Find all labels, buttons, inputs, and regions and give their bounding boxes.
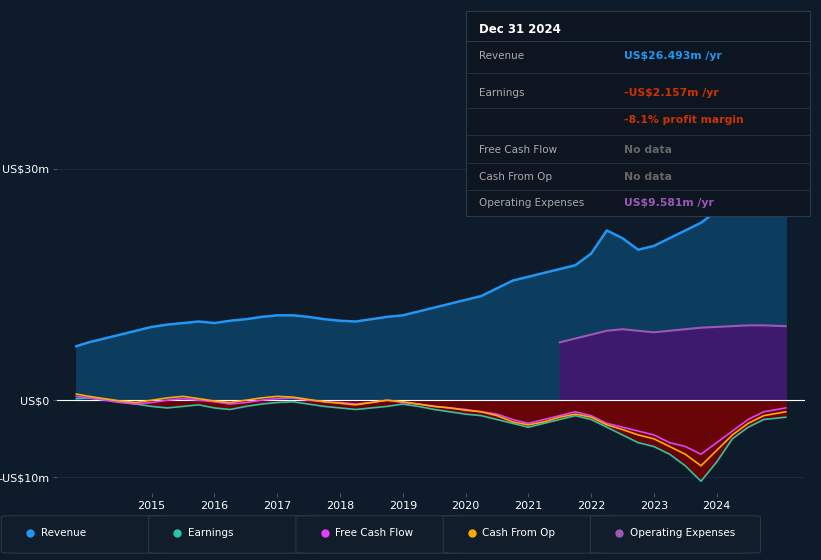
Text: No data: No data <box>624 145 672 155</box>
Text: US$26.493m /yr: US$26.493m /yr <box>624 51 722 61</box>
Text: Operating Expenses: Operating Expenses <box>479 198 585 208</box>
FancyBboxPatch shape <box>2 516 172 553</box>
Text: Earnings: Earnings <box>188 529 233 538</box>
Text: -8.1% profit margin: -8.1% profit margin <box>624 115 744 124</box>
Text: No data: No data <box>624 172 672 182</box>
Text: -US$2.157m /yr: -US$2.157m /yr <box>624 88 719 98</box>
Text: Cash From Op: Cash From Op <box>483 529 556 538</box>
Text: Free Cash Flow: Free Cash Flow <box>479 145 557 155</box>
Text: Revenue: Revenue <box>40 529 85 538</box>
FancyBboxPatch shape <box>443 516 613 553</box>
FancyBboxPatch shape <box>296 516 466 553</box>
Text: US$9.581m /yr: US$9.581m /yr <box>624 198 714 208</box>
Text: Free Cash Flow: Free Cash Flow <box>335 529 413 538</box>
Text: Cash From Op: Cash From Op <box>479 172 553 182</box>
Text: Dec 31 2024: Dec 31 2024 <box>479 24 562 36</box>
Text: Earnings: Earnings <box>479 88 525 98</box>
FancyBboxPatch shape <box>590 516 760 553</box>
Text: Revenue: Revenue <box>479 51 525 61</box>
FancyBboxPatch shape <box>149 516 319 553</box>
Text: Operating Expenses: Operating Expenses <box>630 529 735 538</box>
